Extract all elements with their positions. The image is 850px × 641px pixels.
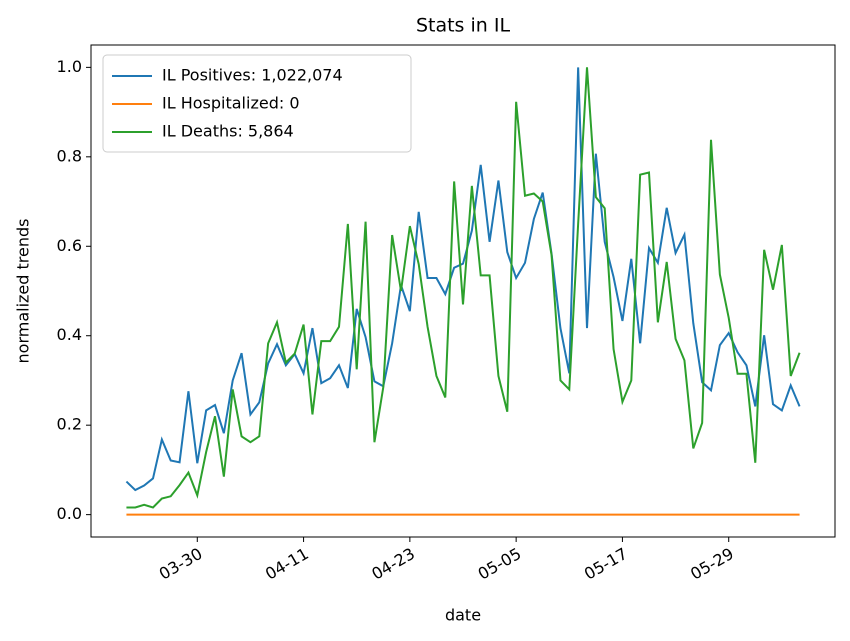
- x-tick-label: 05-17: [581, 544, 631, 584]
- x-tick-label: 04-11: [262, 544, 312, 584]
- legend-label: IL Positives: 1,022,074: [162, 66, 343, 85]
- y-tick-label: 0.8: [57, 146, 82, 165]
- plot-frame: [90, 44, 836, 538]
- chart-title: Stats in IL: [416, 15, 511, 37]
- y-tick-label: 0.6: [57, 236, 82, 255]
- legend-box: [102, 54, 412, 153]
- x-tick-label: 05-05: [475, 544, 525, 584]
- y-tick-label: 0.4: [57, 325, 82, 344]
- y-axis-label: normalized trends: [14, 219, 33, 364]
- y-tick-label: 0.0: [57, 504, 82, 523]
- legend-label: IL Hospitalized: 0: [162, 94, 300, 113]
- y-tick-label: 0.2: [57, 415, 82, 434]
- line-series: [126, 67, 801, 509]
- x-tick-label: 05-29: [687, 544, 737, 584]
- x-tick-label: 03-30: [156, 544, 206, 584]
- x-axis-label: date: [445, 606, 481, 625]
- y-tick-label: 1.0: [57, 57, 82, 76]
- x-tick-label: 04-23: [368, 544, 418, 584]
- legend-label: IL Deaths: 5,864: [162, 122, 294, 141]
- line-series: [125, 67, 801, 492]
